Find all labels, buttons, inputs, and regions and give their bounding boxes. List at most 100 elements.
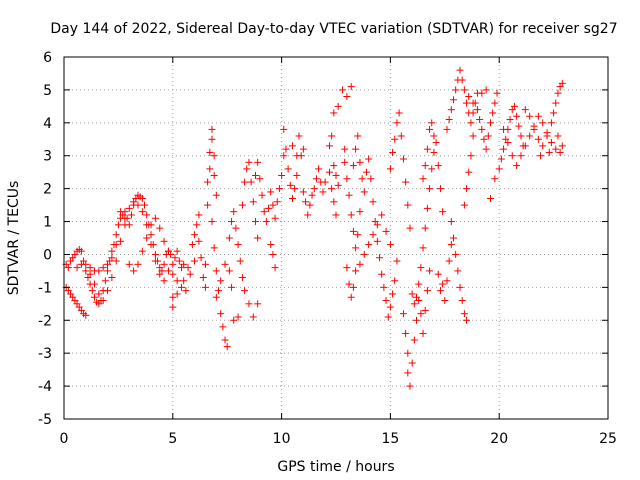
data-point bbox=[288, 195, 296, 203]
data-point bbox=[343, 175, 351, 183]
data-point bbox=[195, 211, 203, 219]
data-point bbox=[450, 234, 458, 242]
data-point bbox=[160, 237, 168, 245]
data-point bbox=[228, 283, 236, 291]
data-point bbox=[310, 185, 318, 193]
data-point bbox=[558, 142, 566, 150]
y-tick-label: 2 bbox=[43, 182, 52, 198]
data-point bbox=[521, 106, 529, 114]
data-point bbox=[552, 145, 560, 153]
data-point bbox=[304, 211, 312, 219]
data-point bbox=[386, 165, 394, 173]
data-point bbox=[447, 106, 455, 114]
data-point bbox=[445, 257, 453, 265]
data-point bbox=[356, 208, 364, 216]
data-point bbox=[547, 119, 555, 127]
data-point bbox=[521, 142, 529, 150]
data-point bbox=[197, 254, 205, 262]
data-point bbox=[458, 76, 466, 84]
y-axis-label: SDTVAR / TECUs bbox=[6, 181, 22, 296]
data-point bbox=[151, 250, 159, 258]
data-point bbox=[232, 224, 240, 232]
data-point bbox=[169, 270, 177, 278]
data-point bbox=[445, 116, 453, 124]
data-point bbox=[419, 175, 427, 183]
data-point bbox=[345, 191, 353, 199]
data-point bbox=[112, 231, 120, 239]
chart-title: Day 144 of 2022, Sidereal Day-to-day VTE… bbox=[50, 21, 617, 37]
data-point bbox=[430, 132, 438, 140]
y-tick-label: -4 bbox=[38, 379, 52, 395]
data-point bbox=[443, 277, 451, 285]
data-point bbox=[125, 204, 133, 212]
data-point bbox=[265, 204, 273, 212]
data-point bbox=[288, 142, 296, 150]
data-point bbox=[552, 99, 560, 107]
x-tick-label: 15 bbox=[381, 431, 399, 447]
data-point bbox=[376, 254, 384, 262]
data-point bbox=[191, 231, 199, 239]
data-point bbox=[175, 257, 183, 265]
data-point bbox=[391, 135, 399, 143]
data-point bbox=[178, 283, 186, 291]
data-point bbox=[419, 244, 427, 252]
data-point bbox=[212, 293, 220, 301]
data-point bbox=[556, 148, 564, 156]
data-point bbox=[334, 102, 342, 110]
data-point bbox=[201, 260, 209, 268]
data-point bbox=[282, 145, 290, 153]
data-point bbox=[458, 297, 466, 305]
data-point bbox=[230, 316, 238, 324]
data-point bbox=[476, 116, 484, 124]
data-point bbox=[204, 178, 212, 186]
data-point bbox=[64, 264, 72, 272]
data-point bbox=[112, 241, 120, 249]
data-point bbox=[138, 195, 146, 203]
data-point bbox=[362, 168, 370, 176]
data-point bbox=[121, 221, 129, 229]
data-point bbox=[517, 132, 525, 140]
data-point bbox=[156, 224, 164, 232]
data-point bbox=[369, 231, 377, 239]
data-point bbox=[180, 260, 188, 268]
data-point bbox=[380, 283, 388, 291]
data-point bbox=[221, 336, 229, 344]
data-point bbox=[534, 112, 542, 120]
data-point bbox=[389, 148, 397, 156]
data-point bbox=[404, 369, 412, 377]
data-point bbox=[208, 135, 216, 143]
data-point bbox=[328, 185, 336, 193]
data-point bbox=[456, 66, 464, 74]
data-point bbox=[349, 227, 357, 235]
data-point bbox=[395, 109, 403, 117]
x-tick-label: 10 bbox=[273, 431, 291, 447]
data-point bbox=[73, 264, 81, 272]
data-point bbox=[186, 270, 194, 278]
data-point bbox=[386, 303, 394, 311]
data-point bbox=[463, 185, 471, 193]
data-point bbox=[160, 260, 168, 268]
data-point bbox=[543, 132, 551, 140]
data-point bbox=[210, 152, 218, 160]
data-point bbox=[430, 148, 438, 156]
data-point bbox=[513, 112, 521, 120]
data-point bbox=[247, 178, 255, 186]
data-point bbox=[534, 135, 542, 143]
x-tick-label: 20 bbox=[490, 431, 508, 447]
data-point bbox=[330, 162, 338, 170]
data-point bbox=[469, 99, 477, 107]
data-point bbox=[217, 277, 225, 285]
data-point bbox=[173, 277, 181, 285]
data-point bbox=[95, 267, 103, 275]
data-point bbox=[254, 234, 262, 242]
data-point bbox=[517, 152, 525, 160]
data-point bbox=[410, 300, 418, 308]
data-point bbox=[495, 165, 503, 173]
data-point bbox=[334, 181, 342, 189]
data-point bbox=[417, 310, 425, 318]
y-tick-label: 6 bbox=[43, 50, 52, 66]
data-point bbox=[352, 267, 360, 275]
data-point bbox=[204, 201, 212, 209]
data-point bbox=[114, 221, 122, 229]
